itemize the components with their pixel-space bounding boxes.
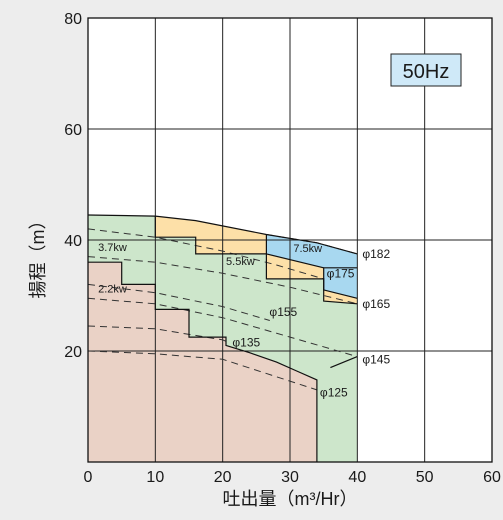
region-7-5kw [266,234,358,299]
plot-frame [87,17,493,463]
region-outline [87,214,358,255]
power-label-7-5kw: 7.5kw [293,243,322,255]
impeller-label-phi175: φ175 [327,266,355,280]
x-tick-label: 60 [483,469,501,486]
impeller-label-phi135: φ135 [232,336,260,350]
x-tick-label: 50 [416,469,434,486]
labels-layer: 2.2kw 3.7kw 5.5kw 7.5kw φ182 φ175 φ165 φ155 φ145… [98,242,390,400]
impeller-curves-layer [87,228,358,391]
y-tick-label: 20 [64,344,82,361]
y-tick-label: 80 [64,11,82,28]
impeller-curve-phi175 [87,228,324,280]
impeller-curve-phi125 [87,350,318,391]
y-tick-label: 40 [64,233,82,250]
x-tick-label: 20 [214,469,232,486]
y-tick-label: 60 [64,122,82,139]
region-outline [330,356,358,369]
impeller-label-phi155: φ155 [269,305,297,319]
power-label-2-2kw: 2.2kw [98,284,127,296]
impeller-label-phi165: φ165 [362,297,390,311]
region-2-2kw [88,262,317,462]
region-outline [154,216,358,305]
impeller-curve-phi165 [87,256,358,305]
impeller-curve-phi145 [87,297,358,358]
frequency-label: 50Hz [403,61,450,83]
x-tick-label: 10 [146,469,164,486]
region-5-5kw [155,216,358,304]
grid-layer [88,18,492,462]
outlines-layer [87,214,358,462]
region-outline [88,261,318,462]
power-label-5-5kw: 5.5kw [226,256,255,268]
frequency-badge: 50Hz [390,53,462,87]
x-tick-label: 30 [281,469,299,486]
impeller-label-phi182: φ182 [362,247,390,261]
axes-layer: 0 10 20 30 40 50 60 20 40 60 80 [64,11,501,486]
x-tick-label: 40 [348,469,366,486]
y-axis-label: 揚程（m） [28,212,48,299]
x-axis-label: 吐出量（m³/Hr） [223,489,358,509]
impeller-label-phi145: φ145 [362,352,390,366]
power-label-3-7kw: 3.7kw [98,242,127,254]
impeller-curve-phi155 [87,283,270,321]
impeller-label-phi125: φ125 [320,386,348,400]
x-tick-label: 0 [84,469,93,486]
